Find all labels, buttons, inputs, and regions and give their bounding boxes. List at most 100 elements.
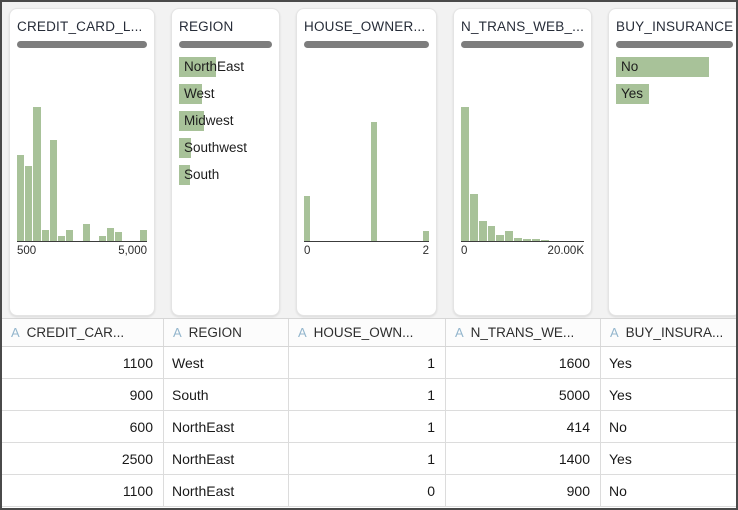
- category-row[interactable]: NorthEast: [179, 57, 272, 77]
- profile-panel-credit-card-limit[interactable]: CREDIT_CARD_L... 500 5,000: [9, 8, 155, 316]
- histogram-bar[interactable]: [496, 235, 505, 241]
- category-label: West: [184, 86, 215, 101]
- histogram-bar[interactable]: [25, 166, 33, 241]
- histogram-n-trans-web: [461, 56, 584, 242]
- table-cell: Yes: [609, 386, 632, 403]
- table-cell: No: [609, 418, 627, 435]
- table-bottom-sliver: [2, 507, 736, 508]
- category-label: South: [184, 167, 220, 182]
- histogram-bar[interactable]: [33, 107, 41, 241]
- panel-title: HOUSE_OWNER...: [304, 19, 426, 34]
- category-list-region: NorthEast West Midwest Southwest South: [179, 56, 272, 185]
- histogram-bar[interactable]: [540, 240, 549, 241]
- histogram-bar[interactable]: [98, 236, 107, 241]
- table-cell: Yes: [609, 354, 632, 371]
- histogram-bar[interactable]: [461, 107, 469, 241]
- x-axis-labels: 0 20.00K: [461, 245, 584, 257]
- category-row[interactable]: No: [616, 57, 733, 77]
- table-cell: 1: [289, 443, 446, 474]
- column-header-label: REGION: [188, 325, 242, 340]
- histogram-bar[interactable]: [478, 221, 487, 241]
- histogram-bar[interactable]: [66, 230, 74, 241]
- table-cell: West: [164, 347, 289, 378]
- table-row: 2500 NorthEast 1 1400 Yes: [2, 443, 736, 475]
- table-header-row: A CREDIT_CAR... A REGION A HOUSE_OWN... A N_TRA…: [2, 318, 736, 347]
- table-cell: NorthEast: [164, 411, 289, 442]
- text-type-icon: A: [298, 325, 307, 340]
- column-header-credit-car-[interactable]: A CREDIT_CAR...: [2, 319, 164, 346]
- panel-slot-region: REGION NorthEast West Midwest Southwest South: [164, 2, 289, 318]
- profile-panel-house-ownership[interactable]: HOUSE_OWNER... 0 2: [296, 8, 437, 316]
- column-header-label: N_TRANS_WE...: [470, 325, 575, 340]
- category-label: No: [621, 59, 639, 74]
- category-row[interactable]: Yes: [616, 84, 733, 104]
- histogram-bar[interactable]: [531, 239, 540, 241]
- category-bar: [179, 57, 217, 77]
- table-cell: 600: [2, 411, 164, 442]
- category-row[interactable]: West: [179, 84, 272, 104]
- profile-panel-n-trans-web[interactable]: N_TRANS_WEB_... 0 20.00K: [453, 8, 592, 316]
- column-header-n-trans-we-[interactable]: A N_TRANS_WE...: [446, 319, 601, 346]
- x-axis-label-left: 0: [304, 245, 311, 257]
- category-bar: [179, 84, 203, 104]
- panel-title: REGION: [179, 19, 234, 34]
- histogram-bar[interactable]: [523, 239, 531, 241]
- histogram-bar[interactable]: [469, 194, 478, 241]
- table-cell: 1400: [446, 443, 601, 474]
- column-header-label: BUY_INSURA...: [625, 325, 724, 340]
- profile-panel-buy-insurance[interactable]: BUY_INSURANCE No Yes: [608, 8, 736, 316]
- histogram-bar[interactable]: [487, 226, 496, 241]
- histogram-bar[interactable]: [139, 230, 147, 241]
- column-header-label: HOUSE_OWN...: [313, 325, 414, 340]
- panel-slot-buy-insurance: BUY_INSURANCE No Yes: [601, 2, 736, 318]
- table-cell: No: [609, 482, 627, 499]
- category-label: Yes: [621, 86, 644, 101]
- category-label: Midwest: [184, 113, 234, 128]
- table-cell: 1: [289, 411, 446, 442]
- panel-slot-credit-card-limit: CREDIT_CARD_L... 500 5,000: [2, 2, 164, 318]
- profile-panel-region[interactable]: REGION NorthEast West Midwest Southwest South: [171, 8, 280, 316]
- histogram-bar[interactable]: [422, 231, 429, 241]
- table-cell: 1600: [446, 347, 601, 378]
- table-cell: 1100: [2, 475, 164, 506]
- category-row[interactable]: South: [179, 165, 272, 185]
- text-type-icon: A: [455, 325, 464, 340]
- column-header-buy-insura-[interactable]: A BUY_INSURA...: [601, 319, 736, 346]
- histogram-bar[interactable]: [370, 122, 378, 241]
- table-cell: Yes: [609, 450, 632, 467]
- x-axis-label-right: 20.00K: [547, 245, 584, 257]
- histogram-bar[interactable]: [304, 196, 311, 241]
- column-header-region[interactable]: A REGION: [164, 319, 289, 346]
- histogram-bar[interactable]: [57, 236, 66, 241]
- histogram-bar[interactable]: [49, 140, 57, 241]
- quality-bar: [304, 41, 429, 48]
- quality-bar: [616, 41, 734, 48]
- category-bar: [179, 138, 191, 158]
- table-cell: 900: [2, 379, 164, 410]
- histogram-bar[interactable]: [514, 238, 523, 241]
- panel-title: BUY_INSURANCE: [616, 19, 734, 34]
- histogram-credit-card-limit: [17, 56, 147, 242]
- histogram-bar[interactable]: [82, 224, 90, 241]
- x-axis-label-right: 5,000: [118, 245, 147, 257]
- histogram-bar[interactable]: [17, 155, 25, 241]
- quality-bar: [461, 41, 584, 48]
- histogram-bar[interactable]: [107, 228, 115, 241]
- histogram-bar[interactable]: [505, 231, 514, 241]
- histogram-bar[interactable]: [41, 230, 49, 241]
- category-row[interactable]: Midwest: [179, 111, 272, 131]
- table-cell: 900: [446, 475, 601, 506]
- quality-bar: [179, 41, 272, 48]
- text-type-icon: A: [11, 325, 20, 340]
- category-bar: [179, 165, 190, 185]
- table-cell: 2500: [2, 443, 164, 474]
- histogram-bar[interactable]: [115, 232, 123, 241]
- panel-slot-n-trans-web: N_TRANS_WEB_... 0 20.00K: [446, 2, 601, 318]
- column-header-house-own-[interactable]: A HOUSE_OWN...: [289, 319, 446, 346]
- table-cell: 1: [289, 347, 446, 378]
- table-cell: NorthEast: [164, 475, 289, 506]
- category-row[interactable]: Southwest: [179, 138, 272, 158]
- text-type-icon: A: [610, 325, 619, 340]
- panel-title: CREDIT_CARD_L...: [17, 19, 143, 34]
